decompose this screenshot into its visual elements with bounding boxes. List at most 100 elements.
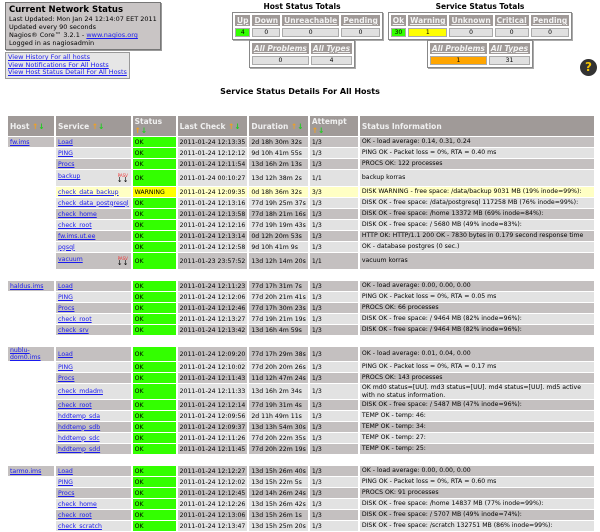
service-link[interactable]: check_home [58, 500, 97, 508]
sort-descending-icon[interactable]: ↓ [98, 121, 105, 131]
host-cell [8, 303, 54, 313]
service-link[interactable]: hddtemp_sdd [58, 445, 101, 453]
totals-header[interactable]: Down [252, 15, 281, 26]
service-link[interactable]: Load [58, 467, 73, 475]
service-link[interactable]: PING [58, 293, 73, 301]
last-check: 2011-01-24 12:11:26 [177, 433, 248, 443]
service-link[interactable]: Procs [58, 160, 75, 168]
service-link[interactable]: check_root [58, 401, 92, 409]
service-link[interactable]: Procs [58, 374, 75, 382]
service-cell: Load [56, 137, 131, 147]
sort-ascending-icon[interactable]: ↑ [134, 126, 141, 135]
service-link[interactable]: check_root [58, 511, 92, 519]
quick-links: View History For all hosts View Notifica… [5, 52, 130, 79]
status-information: OK - load average: 0.00, 0.00, 0.00 [359, 466, 594, 476]
service-link[interactable]: check_srv [58, 326, 89, 334]
service-link[interactable]: hddtemp_sdc [58, 434, 100, 442]
totals-header[interactable]: Critical [494, 15, 529, 26]
totals-sum-header[interactable]: All Types [488, 43, 531, 54]
service-link[interactable]: check_root [58, 221, 92, 229]
service-link[interactable]: check_data_postgresql [58, 199, 129, 207]
totals-header[interactable]: Pending [530, 15, 570, 26]
host-link[interactable]: tarmo.ims [10, 467, 42, 475]
totals-header[interactable]: Unreachable [282, 15, 340, 26]
view-history-link[interactable]: View History For all hosts [8, 53, 90, 61]
totals-header-link[interactable]: Warning [410, 16, 446, 25]
view-host-detail-link[interactable]: View Host Status Detail For All Hosts [8, 68, 127, 76]
totals-header-link[interactable]: Up [237, 16, 249, 25]
host-cell[interactable]: tarmo.ims [8, 466, 54, 476]
service-link[interactable]: backup [58, 173, 81, 180]
nagios-link[interactable]: www.nagios.org [86, 31, 138, 39]
sort-ascending-icon[interactable]: ↑ [290, 121, 298, 131]
service-link[interactable]: check_data_backup [58, 188, 119, 196]
totals-sum-link[interactable]: All Problems [253, 44, 307, 53]
service-link[interactable]: PING [58, 478, 73, 486]
service-link[interactable]: pgsql [58, 243, 75, 251]
sort-descending-icon[interactable]: ↓ [38, 121, 45, 131]
host-cell [8, 373, 54, 383]
passive-check-icon: PASV ↓↓ [116, 173, 129, 184]
page-title: Service Status Details For All Hosts [220, 87, 380, 96]
question-mark-icon[interactable]: ? [580, 59, 597, 76]
host-link[interactable]: haldus.ims [10, 282, 44, 290]
host-cell[interactable]: haldus.ims [8, 281, 54, 291]
totals-header[interactable]: Ok [390, 15, 407, 26]
totals-header[interactable]: Warning [408, 15, 448, 26]
service-link[interactable]: check_scratch [58, 522, 102, 530]
service-link[interactable]: vacuum [58, 256, 83, 263]
totals-header[interactable]: Unknown [449, 15, 493, 26]
totals-header-link[interactable]: Pending [532, 16, 568, 25]
totals-sum-link[interactable]: All Problems [431, 44, 485, 53]
service-link[interactable]: Procs [58, 489, 75, 497]
totals-sum-header[interactable]: All Types [310, 43, 353, 54]
sort-ascending-icon[interactable]: ↑ [91, 121, 99, 131]
host-link[interactable]: fw.ims [10, 138, 30, 146]
totals-header-link[interactable]: Unreachable [284, 16, 338, 25]
sort-ascending-icon[interactable]: ↑ [311, 126, 319, 135]
host-link[interactable]: nublu-dom0.ims [10, 347, 41, 361]
service-link[interactable]: check_root [58, 315, 92, 323]
totals-sum-link[interactable]: All Types [312, 44, 351, 53]
sort-descending-icon[interactable]: ↓ [297, 121, 304, 131]
service-cell: check_srv [56, 325, 131, 335]
service-cell: hddtemp_sdd [56, 444, 131, 454]
service-link[interactable]: Load [58, 350, 73, 358]
service-link[interactable]: check_mdadm [58, 388, 103, 395]
sort-ascending-icon[interactable]: ↑ [228, 121, 235, 131]
totals-header-link[interactable]: Ok [392, 16, 405, 25]
host-cell[interactable]: nublu-dom0.ims [8, 347, 54, 361]
service-link[interactable]: PING [58, 149, 73, 157]
service-link[interactable]: fw.ims.ut.ee [58, 232, 96, 240]
service-link[interactable]: hddtemp_sda [58, 412, 101, 420]
totals-header-link[interactable]: Unknown [451, 16, 491, 25]
totals-sum-link[interactable]: All Types [490, 44, 529, 53]
table-row: hddtemp_sdc OK 2011-01-24 12:11:26 77d 20h … [8, 433, 594, 443]
sort-descending-icon[interactable]: ↓ [318, 126, 325, 135]
sort-descending-icon[interactable]: ↓ [234, 121, 241, 131]
service-link[interactable]: PING [58, 363, 73, 371]
duration: 12d 14h 26m 24s [249, 488, 308, 498]
host-cell[interactable]: fw.ims [8, 137, 54, 147]
attempt: 1/3 [309, 303, 358, 313]
sort-ascending-icon[interactable]: ↑ [32, 121, 39, 131]
service-link[interactable]: hddtemp_sdb [58, 423, 101, 431]
attempt: 1/3 [309, 231, 358, 241]
attempt: 1/3 [309, 362, 358, 372]
totals-sum-header[interactable]: All Problems [251, 43, 309, 54]
service-link[interactable]: Procs [58, 304, 75, 312]
totals-header[interactable]: Up [235, 15, 251, 26]
totals-sum-header[interactable]: All Problems [429, 43, 487, 54]
status-badge: OK [132, 314, 176, 324]
column-header: Status ↑↓ [132, 116, 176, 136]
view-notifications-link[interactable]: View Notifications For All Hosts [8, 60, 109, 69]
last-check: 2011-01-24 12:13:14 [177, 231, 248, 241]
service-link[interactable]: check_home [58, 210, 97, 218]
service-link[interactable]: Load [58, 282, 73, 290]
totals-header-link[interactable]: Critical [496, 16, 527, 25]
totals-header-link[interactable]: Pending [343, 16, 378, 25]
sort-descending-icon[interactable]: ↓ [140, 126, 148, 135]
totals-header[interactable]: Pending [341, 15, 380, 26]
totals-header-link[interactable]: Down [254, 16, 279, 25]
service-link[interactable]: Load [58, 138, 73, 146]
